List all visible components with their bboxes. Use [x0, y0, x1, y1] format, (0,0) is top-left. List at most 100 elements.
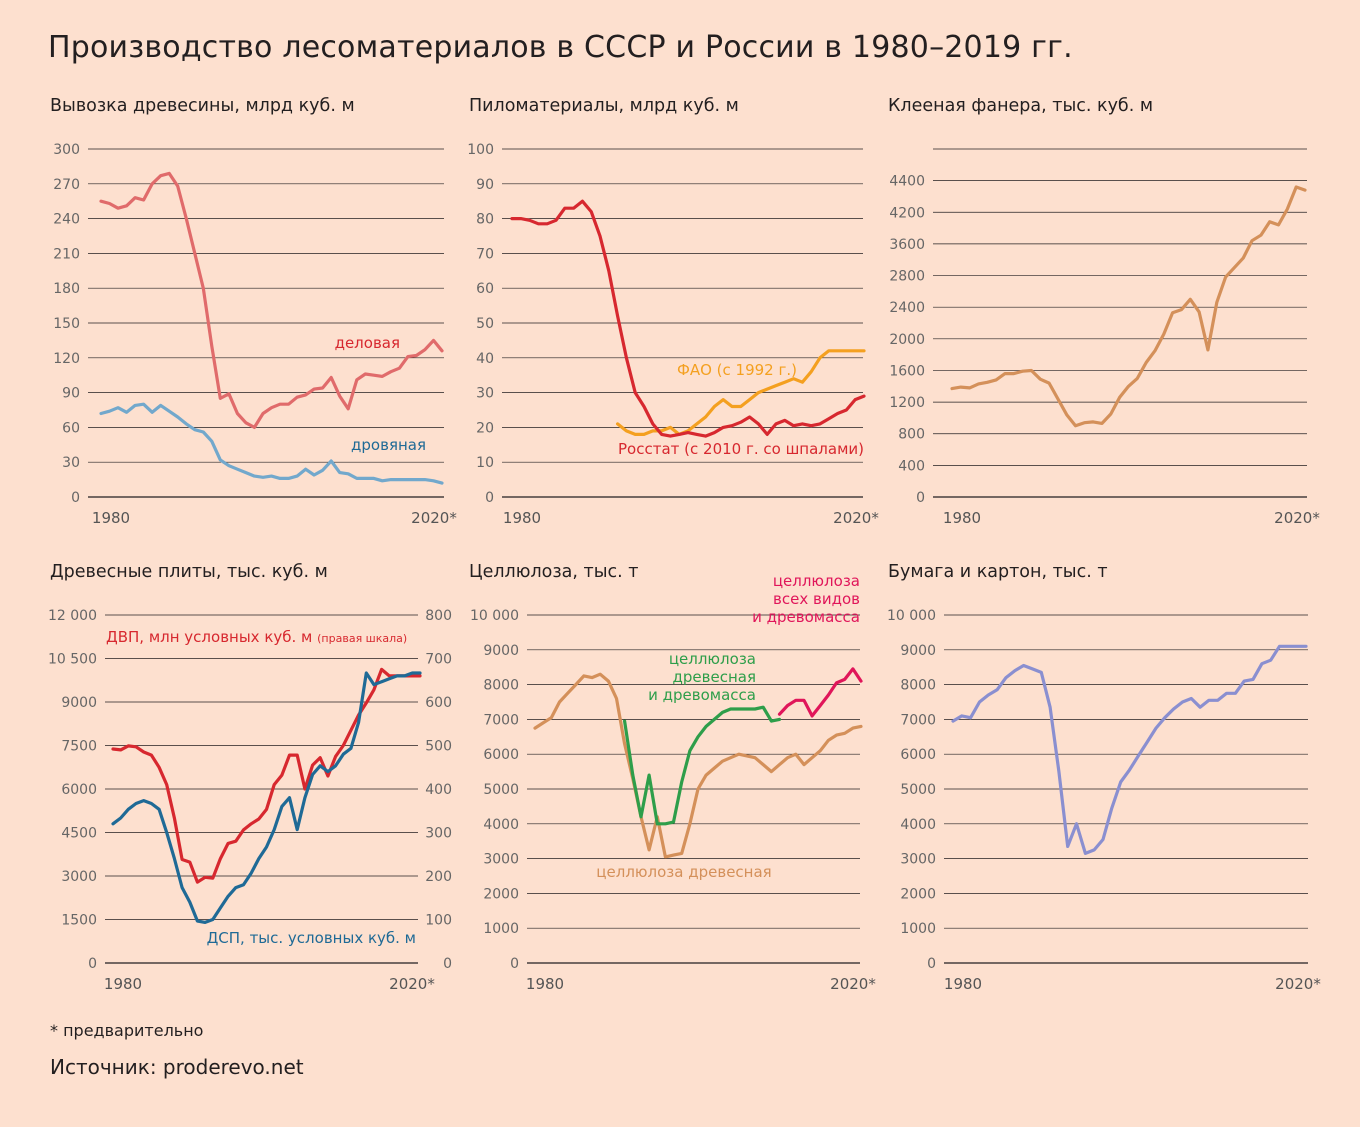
y-tick-label: 20	[476, 420, 494, 436]
y-tick-label-right: 700	[425, 652, 452, 668]
y-tick-label: 0	[916, 490, 925, 506]
series-label-dvp-note: (правая шкала)	[317, 632, 407, 645]
y-tick-label: 1000	[900, 921, 936, 937]
y-tick-label: 800	[898, 427, 925, 443]
series-line-0-1	[99, 402, 444, 485]
y-tick-label: 5000	[483, 782, 519, 798]
x-tick-label-first: 1980	[526, 975, 564, 993]
y-tick-label: 6000	[61, 782, 97, 798]
y-tick-label: 100	[467, 142, 494, 158]
y-tick-label-right: 500	[425, 739, 452, 755]
y-tick-label-right: 800	[425, 608, 452, 624]
y-tick-label: 2000	[889, 332, 925, 348]
y-tick-label: 1500	[61, 913, 97, 929]
y-tick-label: 210	[53, 246, 80, 262]
y-tick-label: 300	[53, 142, 80, 158]
y-tick-label: 6000	[483, 747, 519, 763]
y-tick-label: 30	[476, 386, 494, 402]
x-tick-label-first: 1980	[503, 509, 541, 527]
series-label-pulp-all-line-2: и древомасса	[752, 608, 860, 626]
y-tick-label-right: 300	[425, 826, 452, 842]
y-tick-label: 270	[53, 177, 80, 193]
y-tick-label: 7500	[61, 739, 97, 755]
y-tick-label: 4500	[61, 826, 97, 842]
series-line-4-2	[777, 667, 863, 718]
y-tick-label: 60	[62, 420, 80, 436]
series-line-4-0	[533, 672, 863, 859]
y-tick-label: 4200	[889, 205, 925, 221]
x-tick-label-first: 1980	[944, 975, 982, 993]
y-tick-label: 7000	[483, 712, 519, 728]
y-tick-label: 8000	[483, 678, 519, 694]
y-tick-label: 60	[476, 281, 494, 297]
y-tick-label: 10 000	[887, 608, 936, 624]
y-tick-label: 9000	[61, 695, 97, 711]
y-tick-label: 240	[53, 212, 80, 228]
y-tick-label: 4000	[483, 817, 519, 833]
y-tick-label: 120	[53, 351, 80, 367]
footnote: * предварительно	[50, 1021, 204, 1040]
y-tick-label: 30	[62, 455, 80, 471]
y-tick-label: 0	[510, 956, 519, 972]
x-tick-label-last: 2020*	[411, 509, 457, 527]
y-tick-label: 6000	[900, 747, 936, 763]
y-tick-label-right: 100	[425, 913, 452, 929]
series-label-dvp-name: ДВП, млн условных куб. м	[106, 628, 317, 646]
series-line-1-1	[510, 199, 866, 438]
y-tick-label: 2400	[889, 300, 925, 316]
y-tick-label: 0	[485, 490, 494, 506]
y-tick-label: 400	[898, 458, 925, 474]
y-tick-label: 12 000	[48, 608, 97, 624]
y-tick-label: 1600	[889, 363, 925, 379]
series-label-pulp-wood-mass-line-0: целлюлоза	[669, 650, 756, 668]
series-label-fao: ФАО (с 1992 г.)	[677, 361, 797, 379]
series-label-dsp: ДСП, тыс. условных куб. м	[207, 929, 416, 947]
series-label-delovaya: деловая	[335, 334, 400, 352]
y-tick-label: 9000	[900, 643, 936, 659]
y-tick-label: 0	[927, 956, 936, 972]
y-tick-label: 150	[53, 316, 80, 332]
series-label-pulp-all-line-0: целлюлоза	[773, 572, 860, 590]
x-tick-label-first: 1980	[104, 975, 142, 993]
y-tick-label: 0	[88, 956, 97, 972]
y-tick-label: 90	[62, 386, 80, 402]
y-tick-label: 3000	[900, 852, 936, 868]
series-label-dvp: ДВП, млн условных куб. м (правая шкала)	[106, 628, 407, 646]
y-tick-label: 10	[476, 455, 494, 471]
y-tick-label: 4000	[900, 817, 936, 833]
y-tick-label-right: 400	[425, 782, 452, 798]
y-tick-label-right: 600	[425, 695, 452, 711]
series-line-5-0	[951, 644, 1308, 856]
panel-title-pulp: Целлюлоза, тыс. т	[469, 562, 639, 582]
page-title: Производство лесоматериалов в СССР и Рос…	[48, 30, 1073, 65]
series-label-drovyanaya: дровяная	[351, 436, 426, 454]
series-line-3-0	[111, 667, 422, 884]
x-tick-label-first: 1980	[943, 509, 981, 527]
panel-title-wood-boards: Древесные плиты, тыс. куб. м	[50, 562, 328, 582]
y-tick-label: 3000	[483, 852, 519, 868]
y-tick-label-right: 200	[425, 869, 452, 885]
y-tick-label: 8000	[900, 678, 936, 694]
panel-title-plywood: Клееная фанера, тыс. куб. м	[888, 96, 1154, 116]
y-tick-label: 2000	[483, 886, 519, 902]
series-label-pulp-all-line-1: всех видов	[773, 590, 860, 608]
x-tick-label-last: 2020*	[389, 975, 435, 993]
y-tick-label: 7000	[900, 712, 936, 728]
series-line-4-1	[622, 705, 782, 826]
y-tick-label: 3600	[889, 237, 925, 253]
source-note: Источник: proderevo.net	[50, 1055, 304, 1079]
y-tick-label: 70	[476, 246, 494, 262]
y-tick-label: 3000	[61, 869, 97, 885]
y-tick-label: 40	[476, 351, 494, 367]
series-label-pulp-wood-mass-line-2: и древомасса	[648, 686, 756, 704]
x-tick-label-last: 2020*	[1274, 509, 1320, 527]
series-line-3-1	[111, 671, 422, 925]
series-label-rosstat: Росстат (с 2010 г. со шпалами)	[618, 440, 864, 458]
x-tick-label-last: 2020*	[833, 509, 879, 527]
y-tick-label: 90	[476, 177, 494, 193]
x-tick-label-last: 2020*	[830, 975, 876, 993]
series-label-pulp-wood: целлюлоза древесная	[596, 863, 771, 881]
y-tick-label: 1200	[889, 395, 925, 411]
y-tick-label: 5000	[900, 782, 936, 798]
